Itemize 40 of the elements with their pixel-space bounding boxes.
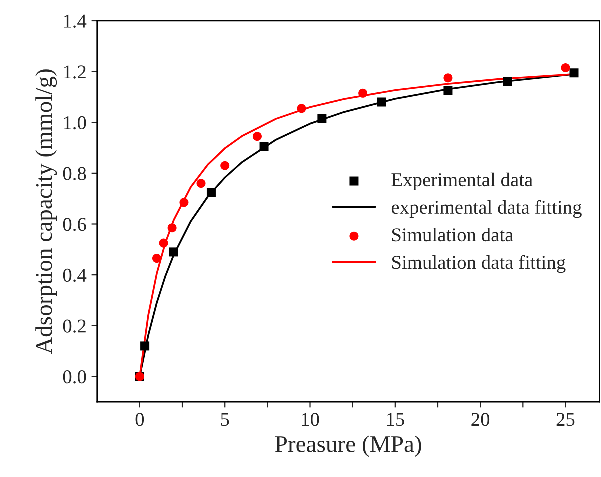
x-tick-label: 10 [302, 413, 320, 426]
x-axis-title: Preasure (MPa) [275, 436, 422, 458]
y-tick-label: 1.0 [64, 116, 86, 130]
y-axis-title: Adsorption capacity (mmol/g) [36, 70, 58, 354]
point [297, 104, 306, 114]
point [561, 63, 570, 72]
point [260, 142, 269, 152]
point [168, 224, 177, 233]
legend-label: Simulation data [392, 228, 514, 242]
legend-label: experimental data fitting [392, 200, 582, 218]
legend-label: Simulation data fitting [392, 255, 566, 274]
y-tick-label: 1.2 [64, 66, 86, 79]
y-tick-label: 0.2 [63, 320, 86, 333]
legend-label: Experimental data [392, 172, 533, 191]
point [358, 88, 368, 98]
point [252, 132, 262, 142]
y-tick-label: 0.6 [63, 218, 86, 232]
x-tick-label: 20 [472, 413, 490, 426]
x-tick-label: 25 [556, 413, 575, 426]
y-tick-label: 0.4 [63, 268, 87, 282]
y-tick-label: 0.0 [63, 370, 86, 384]
point [444, 86, 453, 96]
point [377, 98, 386, 107]
point [570, 68, 579, 78]
point [170, 248, 179, 257]
y-tick-label: 1.4 [64, 14, 87, 28]
x-tick-label: 0 [136, 413, 144, 426]
x-tick-label: 5 [221, 413, 230, 426]
point [152, 254, 162, 264]
point [220, 161, 230, 170]
x-tick-label: 15 [387, 413, 404, 426]
point [180, 198, 189, 208]
point [140, 342, 150, 351]
point [159, 238, 168, 248]
point [206, 188, 216, 197]
point [444, 74, 453, 83]
point [503, 77, 512, 86]
point [196, 179, 206, 188]
point [318, 114, 327, 124]
y-tick-label: 0.8 [63, 167, 86, 180]
